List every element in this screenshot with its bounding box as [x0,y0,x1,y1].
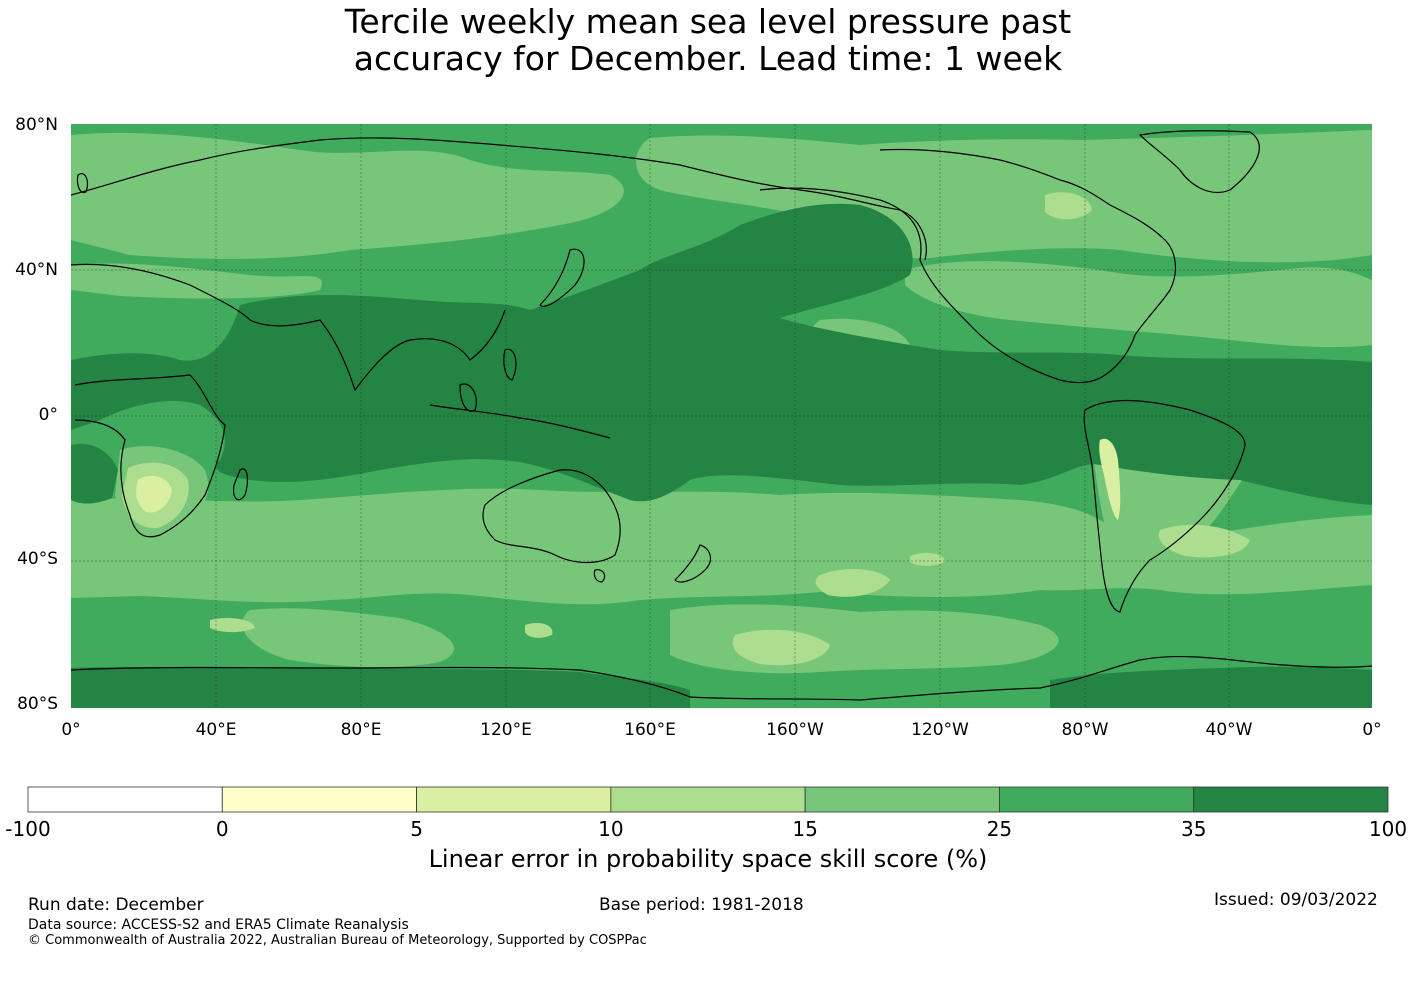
lon-label-80e: 80°E [340,720,382,740]
lon-label-160e: 160°E [624,720,676,740]
colorbar-segment [416,786,612,813]
copyright: © Commonwealth of Australia 2022, Austra… [28,933,647,948]
colorbar-segment [1193,786,1389,813]
lon-label-120e: 120°E [480,720,532,740]
run-date: Run date: December [28,895,204,915]
title-line-1: Tercile weekly mean sea level pressure p… [344,2,1072,41]
data-source: Data source: ACCESS-S2 and ERA5 Climate … [28,917,409,933]
colorbar-tick-label: 100 [1368,817,1408,841]
lat-label-40s: 40°S [17,549,58,569]
lat-label-80s: 80°S [17,694,58,714]
colorbar-tick-label: 10 [598,817,624,841]
lon-label-0-east-edge: 0° [1362,720,1382,740]
lon-label-120w: 120°W [911,720,969,740]
issued-date: Issued: 09/03/2022 [1214,890,1378,910]
colorbar-segment [999,786,1195,813]
colorbar-label: Linear error in probability space skill … [428,845,988,873]
skill-region-5-10 [136,438,1121,520]
colorbar-segment [27,786,223,813]
colorbar-segment [804,786,1000,813]
title-line-2: accuracy for December. Lead time: 1 week [353,39,1063,78]
colorbar-tick-label: 35 [1180,817,1207,841]
lon-label-40w: 40°W [1205,720,1253,740]
lat-label-0: 0° [38,405,58,425]
lon-label-0: 0° [61,720,81,740]
lon-label-40e: 40°E [195,720,237,740]
colorbar-tick-label: 5 [410,817,423,841]
lat-label-80n: 80°N [15,115,58,135]
gridlines [71,124,1372,708]
colorbar-segment [221,786,417,813]
colorbar-segment [610,786,806,813]
colorbar-tick-label: 0 [215,817,229,841]
coastlines [71,130,1372,701]
colorbar-tick-label: -100 [5,817,51,841]
lon-label-160w: 160°W [766,720,824,740]
skill-region-35-100 [71,203,1372,708]
skill-score-map [71,124,1372,708]
colorbar-tick-label: 15 [792,817,818,841]
lat-label-40n: 40°N [15,260,58,280]
base-period: Base period: 1981-2018 [599,895,804,915]
colorbar [27,786,1389,813]
lon-label-80w: 80°W [1061,720,1109,740]
colorbar-tick-label: 25 [986,817,1013,841]
